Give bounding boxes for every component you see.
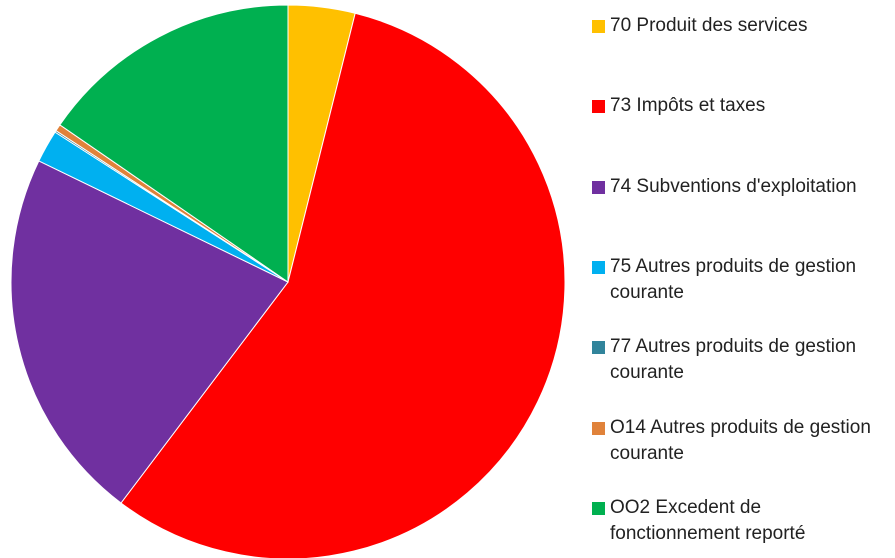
legend-label: 74 Subventions d'exploitation	[610, 176, 857, 197]
pie-slice	[10, 160, 289, 504]
legend-swatch	[592, 181, 605, 194]
legend-label: 75 Autres produits de gestion courante	[610, 256, 857, 303]
legend-label: O14 Autres produits de gestion courante	[610, 417, 871, 464]
legend-item: 70 Produit des services	[592, 13, 880, 39]
pie-slice	[59, 4, 289, 283]
pie-area	[10, 4, 566, 558]
legend-item: 74 Subventions d'exploitation	[592, 174, 880, 200]
legend-item: 77 Autres produits de gestion courante	[592, 334, 880, 386]
legend-swatch	[592, 20, 605, 33]
legend-item: O14 Autres produits de gestion courante	[592, 415, 880, 467]
legend-item: OO2 Excedent de fonctionnement reporté	[592, 495, 880, 547]
legend-label: 73 Impôts et taxes	[610, 95, 766, 116]
legend-item: 73 Impôts et taxes	[592, 93, 880, 119]
legend-swatch	[592, 100, 605, 113]
legend-swatch	[592, 341, 605, 354]
legend-label: 77 Autres produits de gestion courante	[610, 336, 857, 383]
legend-item: 75 Autres produits de gestion courante	[592, 254, 880, 306]
legend-swatch	[592, 261, 605, 274]
pie-slice	[120, 12, 566, 558]
legend-label: OO2 Excedent de fonctionnement reporté	[610, 497, 806, 544]
legend-swatch	[592, 502, 605, 515]
legend-label: 70 Produit des services	[610, 15, 808, 36]
legend-swatch	[592, 422, 605, 435]
